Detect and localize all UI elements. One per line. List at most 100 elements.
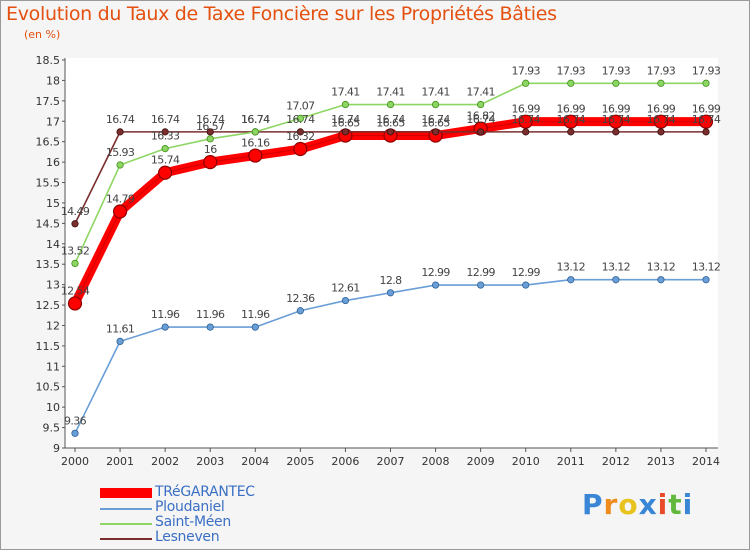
data-label: 17.93	[511, 64, 540, 77]
data-label: 12.36	[286, 292, 315, 305]
data-point	[612, 79, 620, 87]
data-point	[608, 114, 623, 129]
data-label: 16.16	[241, 137, 270, 150]
data-label: 17.93	[692, 64, 721, 77]
y-tick-label: 12	[46, 319, 60, 332]
data-point	[567, 276, 575, 284]
data-point	[567, 128, 575, 136]
data-label: 14.79	[106, 193, 135, 206]
y-tick-label: 10.5	[36, 381, 61, 394]
data-label: 16.33	[151, 130, 180, 143]
data-label: 16.74	[421, 113, 450, 126]
data-point	[112, 204, 128, 219]
data-point	[657, 79, 665, 87]
data-label: 11.96	[196, 308, 225, 321]
data-point	[116, 337, 124, 346]
data-label: 12.61	[331, 282, 360, 295]
data-point	[653, 114, 669, 129]
data-label: 17.93	[602, 64, 631, 77]
data-point	[386, 100, 395, 109]
data-point	[206, 135, 214, 143]
legend-label: TRéGARANTEC	[155, 484, 255, 500]
data-label: 16.74	[331, 113, 360, 126]
logo-letter: i	[682, 488, 694, 521]
data-label: 16	[204, 143, 217, 156]
y-tick-label: 17	[46, 115, 60, 128]
data-label: 17.93	[647, 64, 676, 77]
data-point	[657, 276, 665, 284]
logo-letter: P	[582, 488, 604, 521]
data-point	[702, 128, 710, 136]
legend-label: Ploudaniel	[155, 499, 225, 515]
legend-item: Ploudaniel	[100, 499, 360, 516]
data-label: 16.74	[511, 113, 540, 126]
data-label: 16.99	[647, 103, 676, 116]
data-label: 16.74	[286, 113, 315, 126]
data-point	[161, 128, 169, 136]
data-point	[251, 323, 259, 331]
data-label: 12.8	[379, 274, 402, 287]
data-point	[431, 281, 440, 289]
data-point	[612, 276, 620, 284]
data-label: 9.36	[64, 414, 87, 427]
data-point	[522, 79, 530, 87]
data-label: 16.74	[602, 113, 631, 126]
data-point	[477, 100, 485, 109]
x-tick-label: 2012	[602, 455, 630, 468]
data-label: 16.74	[196, 113, 225, 126]
data-point	[341, 100, 350, 109]
data-label: 16.74	[647, 113, 676, 126]
data-label: 17.07	[286, 99, 315, 112]
y-tick-label: 16.5	[36, 136, 61, 149]
data-label: 16.57	[196, 120, 225, 133]
legend-label: Lesneven	[155, 529, 220, 545]
data-label: 12.54	[61, 284, 90, 297]
data-point	[248, 148, 263, 163]
proxiti-logo: Proxiti	[582, 488, 693, 521]
x-tick-label: 2010	[512, 455, 540, 468]
y-tick-label: 10	[46, 401, 60, 414]
data-label: 16.65	[331, 117, 360, 130]
data-label: 16.74	[692, 113, 721, 126]
data-point	[431, 128, 440, 136]
chart-title: Evolution du Taux de Taxe Foncière sur l…	[6, 3, 557, 25]
legend-swatch	[100, 488, 152, 498]
y-tick-label: 18	[46, 74, 60, 87]
x-tick-label: 2011	[557, 455, 585, 468]
data-point	[518, 114, 533, 129]
data-point	[386, 289, 395, 297]
legend-item: Saint-Méen	[100, 514, 360, 531]
chart-unit-label: (en %)	[24, 28, 61, 41]
x-tick-label: 2007	[377, 455, 405, 468]
data-label: 16.74	[241, 113, 270, 126]
data-label: 16.99	[511, 103, 540, 116]
data-label: 16.74	[151, 113, 180, 126]
data-label: 16.65	[421, 117, 450, 130]
data-point	[206, 323, 214, 331]
data-point	[296, 114, 304, 123]
data-point	[657, 128, 665, 136]
y-tick-label: 14	[46, 238, 60, 251]
data-label: 13.12	[557, 261, 586, 274]
data-label: 16.82	[466, 110, 495, 123]
x-tick-label: 2009	[467, 455, 495, 468]
x-tick-label: 2008	[422, 455, 450, 468]
data-label: 16.99	[557, 103, 586, 116]
data-point	[203, 155, 218, 170]
data-label: 15.74	[151, 154, 180, 167]
y-tick-label: 11.5	[36, 340, 61, 353]
data-point	[251, 128, 259, 136]
data-point	[341, 296, 350, 305]
data-point	[563, 114, 578, 129]
data-label: 12.99	[466, 266, 495, 279]
y-tick-label: 14.5	[36, 217, 61, 230]
data-label: 13.12	[692, 261, 721, 274]
data-point	[702, 276, 710, 284]
y-tick-label: 18.5	[36, 54, 61, 67]
y-tick-label: 12.5	[36, 299, 61, 312]
data-point	[296, 128, 304, 136]
data-point	[386, 128, 395, 136]
data-label: 14.49	[61, 205, 90, 218]
data-point	[296, 307, 304, 315]
